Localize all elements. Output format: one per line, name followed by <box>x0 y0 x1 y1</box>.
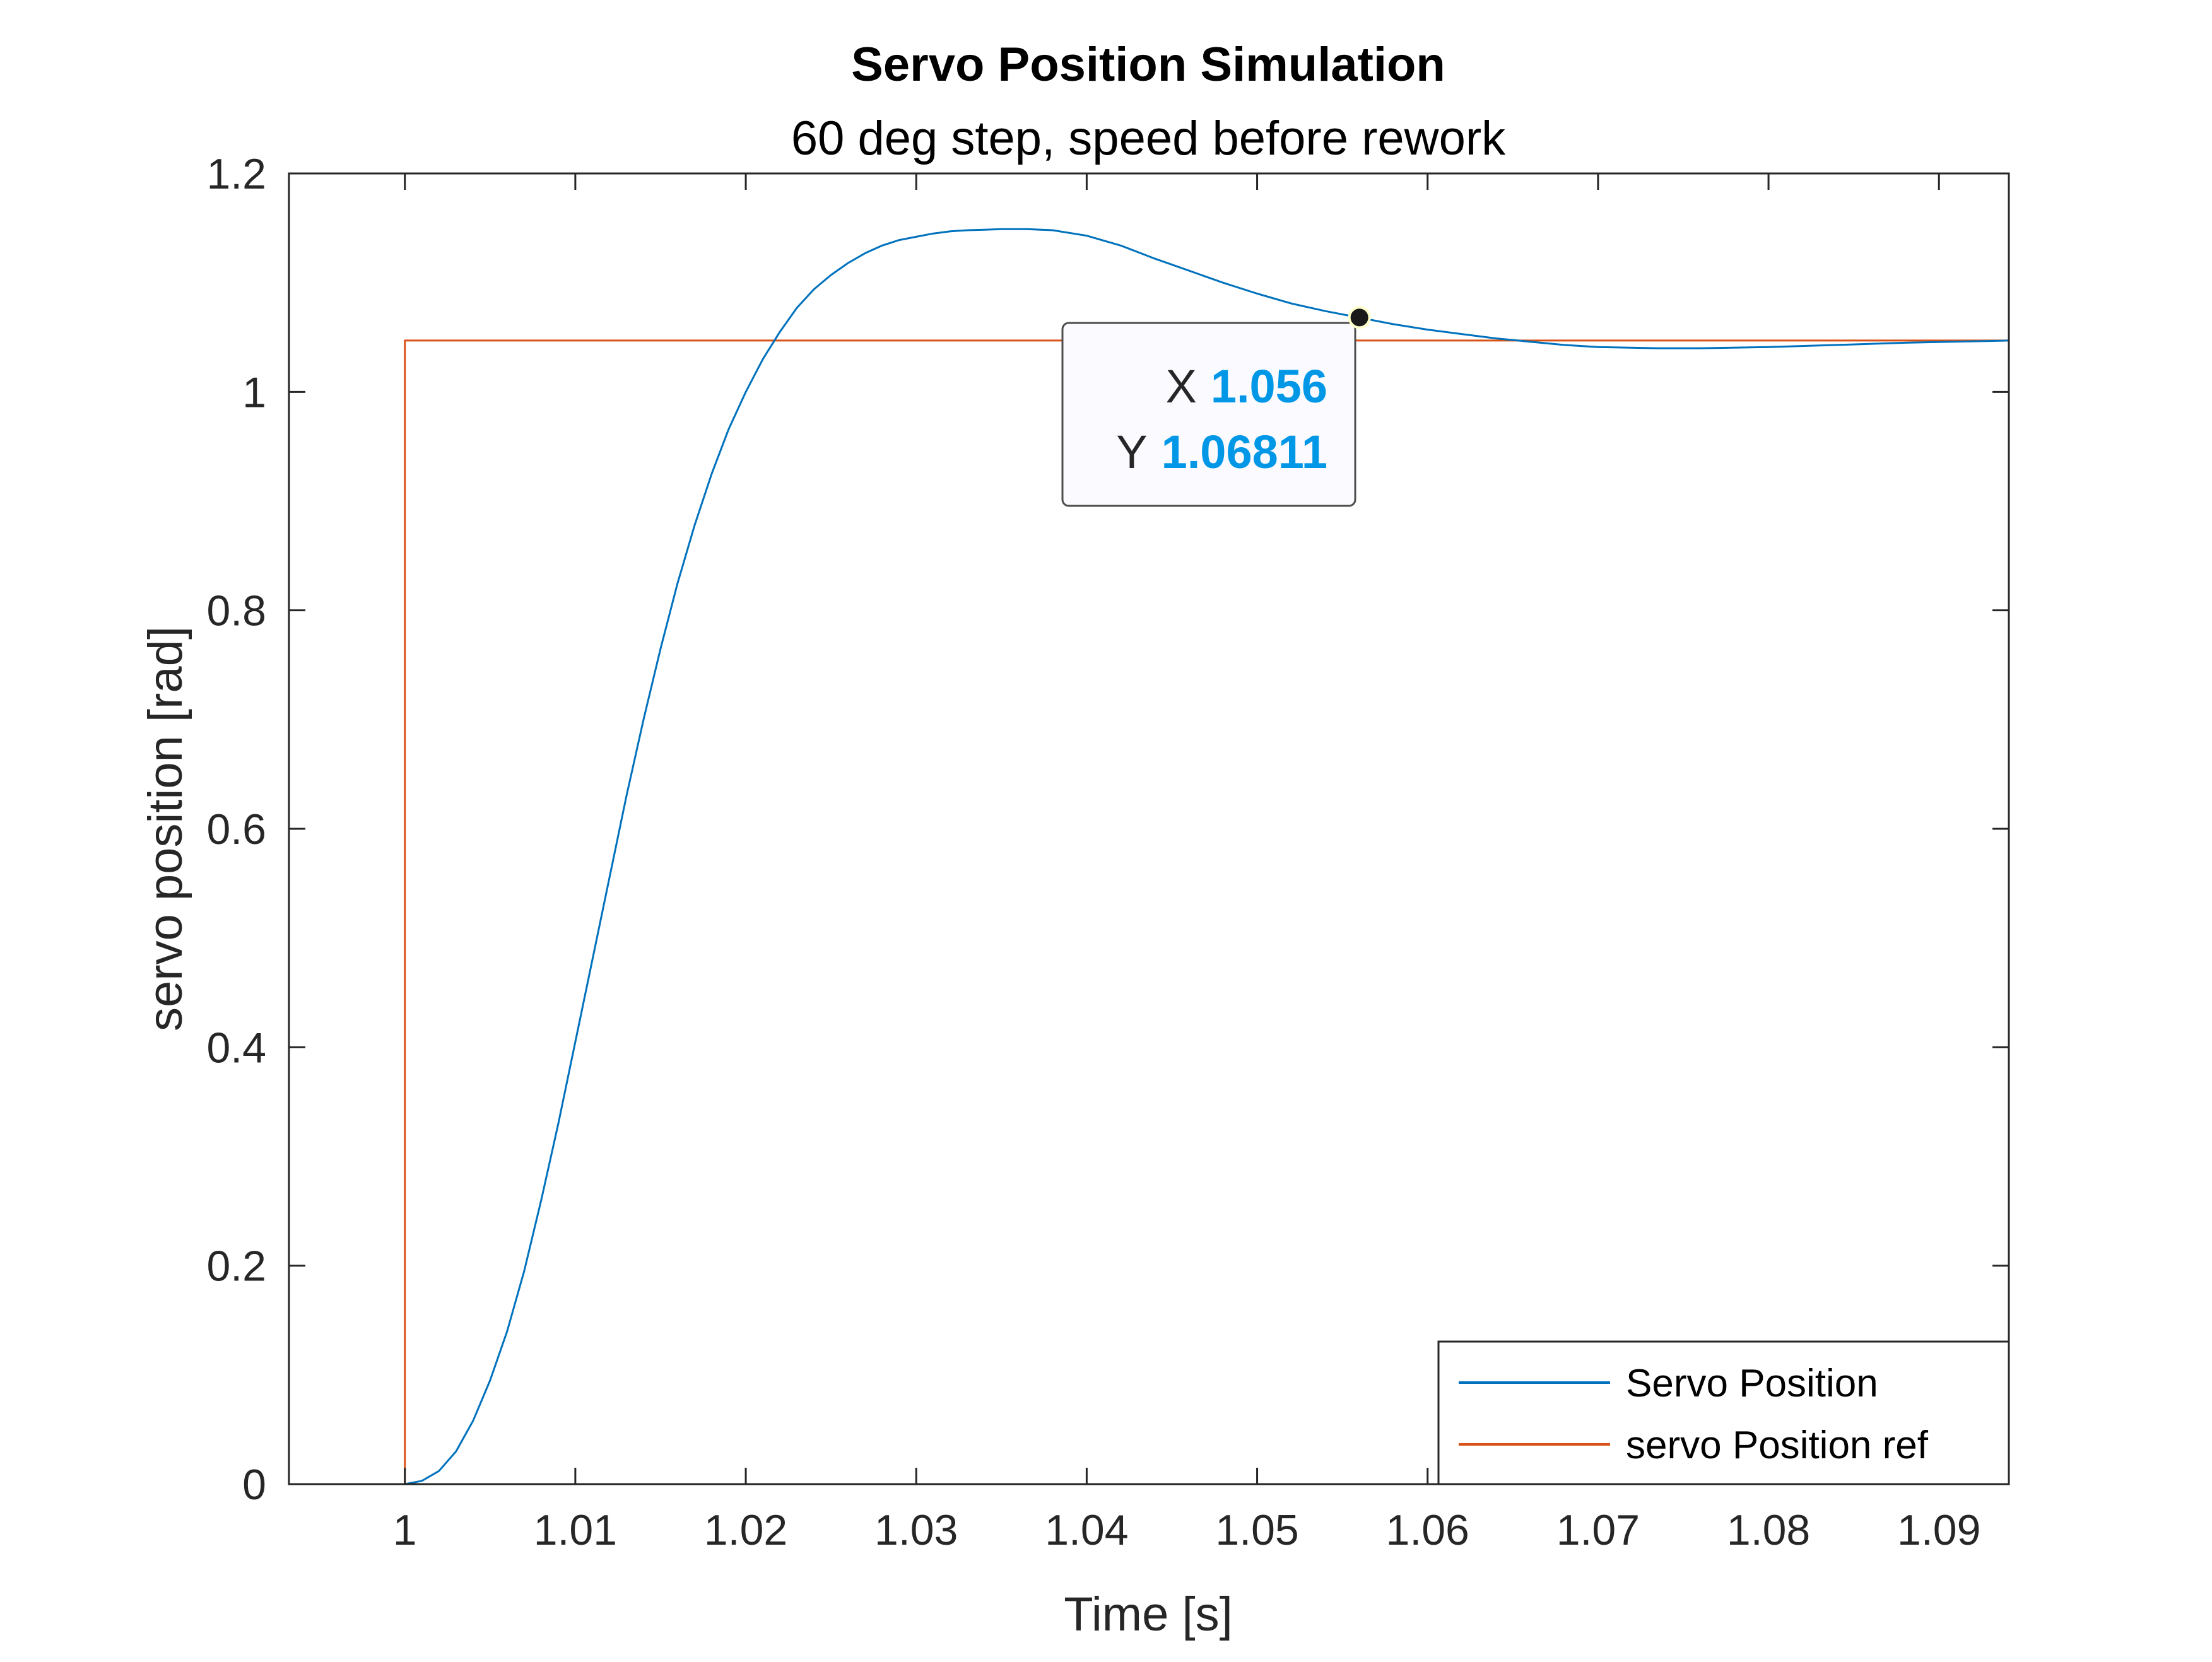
x-ticks: 1 1.01 1.02 1.03 1.04 1.05 1.06 1.07 1.08 1.09 <box>393 173 1980 1554</box>
y-tick-label-4: 0.8 <box>206 587 266 635</box>
x-tick-label-9: 1.09 <box>1897 1506 1980 1554</box>
x-axis-label: Time [s] <box>1064 1588 1232 1641</box>
y-tick-label-2: 0.4 <box>206 1024 266 1072</box>
datatip-box <box>1061 322 1356 507</box>
datatip-x-key: X <box>1165 360 1196 413</box>
datatip-marker[interactable] <box>1348 306 1371 329</box>
y-tick-label-1: 0.2 <box>206 1243 266 1290</box>
y-tick-label-0: 0 <box>242 1461 266 1509</box>
y-ticks: 0 0.2 0.4 0.6 0.8 1 1.2 <box>206 150 2009 1509</box>
x-tick-label-7: 1.07 <box>1556 1506 1640 1554</box>
datatip-x-row: X 1.056 <box>1165 360 1327 413</box>
x-tick-label-3: 1.03 <box>874 1506 958 1554</box>
datatip-y-value: 1.06811 <box>1162 426 1327 478</box>
x-tick-label-4: 1.04 <box>1045 1506 1128 1554</box>
x-tick-label-0: 1 <box>393 1506 417 1554</box>
datatip[interactable]: X 1.056 Y 1.06811 <box>1061 306 1371 507</box>
datatip-y-row: Y 1.06811 <box>1116 426 1327 478</box>
x-tick-label-1: 1.01 <box>534 1506 617 1554</box>
datatip-x-value: 1.056 <box>1211 360 1327 413</box>
y-tick-label-6: 1.2 <box>206 150 266 198</box>
x-tick-label-6: 1.06 <box>1386 1506 1469 1554</box>
series-line-servo-position[interactable] <box>289 228 2009 1485</box>
x-tick-label-5: 1.05 <box>1215 1506 1298 1554</box>
chart-subtitle: 60 deg step, speed before rework <box>791 112 1506 165</box>
datatip-y-key: Y <box>1116 426 1147 478</box>
y-tick-label-3: 0.6 <box>206 805 266 853</box>
legend[interactable]: Servo Position servo Position ref <box>1437 1340 2010 1485</box>
legend-box <box>1437 1340 2010 1485</box>
legend-label-servo-position: Servo Position <box>1626 1362 1878 1405</box>
x-tick-label-8: 1.08 <box>1727 1506 1810 1554</box>
chart-title: Servo Position Simulation <box>851 38 1445 91</box>
x-tick-label-2: 1.02 <box>704 1506 787 1554</box>
y-axis-label: servo position [rad] <box>139 626 192 1031</box>
y-tick-label-5: 1 <box>242 368 266 416</box>
legend-label-servo-position-ref: servo Position ref <box>1626 1424 1929 1467</box>
